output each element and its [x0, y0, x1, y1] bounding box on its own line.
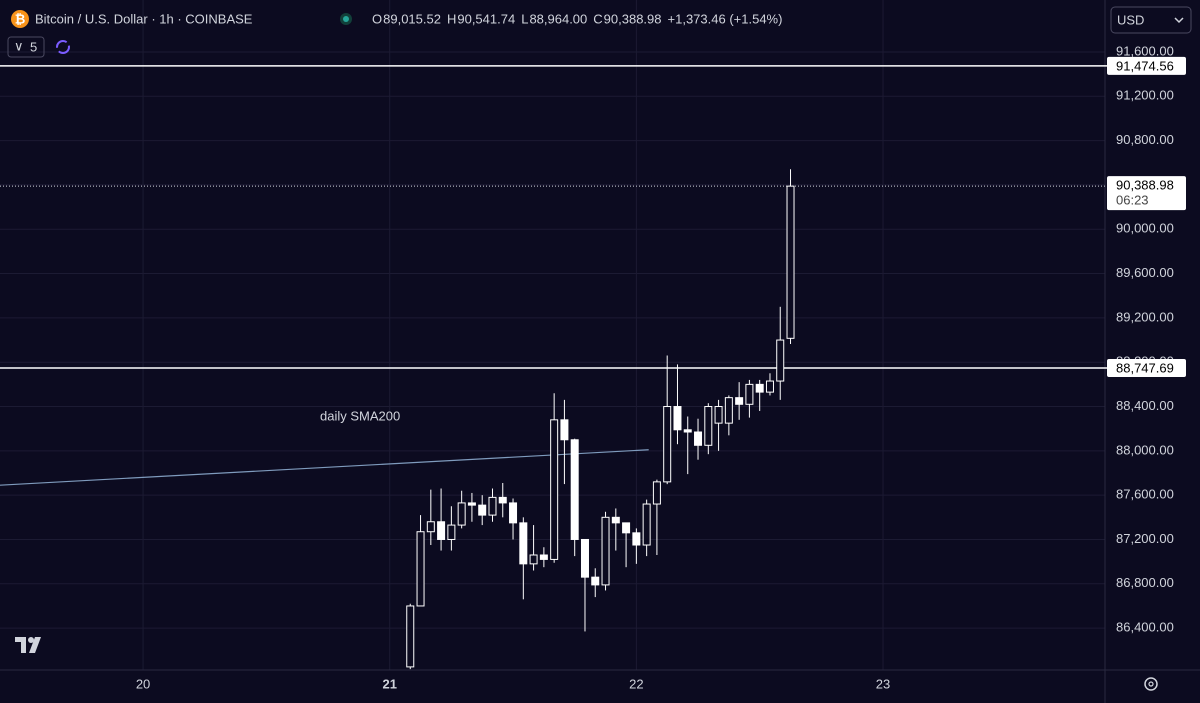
- y-tick-label: 91,600.00: [1116, 43, 1174, 58]
- candle-body: [416, 531, 425, 607]
- currency-select[interactable]: [1110, 6, 1192, 34]
- ohlc-prefix: H: [447, 11, 456, 26]
- price-label-box: [1107, 56, 1186, 75]
- candle-body: [447, 524, 456, 540]
- y-tick-label: 90,000.00: [1116, 221, 1174, 236]
- candle-body: [765, 380, 774, 393]
- candle-body: [591, 576, 600, 586]
- tv-logo-dot: [28, 637, 34, 643]
- settings-button[interactable]: [1144, 677, 1158, 691]
- y-tick-label: 88,000.00: [1116, 442, 1174, 457]
- candle-body: [663, 406, 672, 483]
- candle-body: [776, 339, 785, 382]
- candle-body: [529, 554, 538, 565]
- indicator-chevron: ∨: [14, 38, 24, 53]
- candle-body: [724, 397, 733, 424]
- candle-body: [642, 503, 651, 546]
- candle-body: [714, 406, 723, 424]
- candle-body: [437, 521, 446, 540]
- price-label: 91,474.56: [1116, 58, 1174, 73]
- tv-logo: [15, 637, 41, 653]
- annotation: daily SMA200: [320, 408, 400, 423]
- candle-body: [652, 481, 661, 505]
- candle-body: [488, 496, 497, 516]
- candle-body: [467, 502, 476, 506]
- x-tick-label: 23: [876, 676, 890, 691]
- currency-chevron: [1174, 17, 1184, 24]
- y-tick-label: 87,200.00: [1116, 531, 1174, 546]
- sync-icon: [56, 40, 70, 54]
- candle-body: [550, 419, 559, 560]
- candle-body: [611, 516, 620, 524]
- settings-button-core: [1148, 681, 1154, 687]
- coin-icon-glyph: ₿: [15, 11, 26, 26]
- ohlc-prefix: L: [521, 11, 528, 26]
- candle-body: [632, 532, 641, 546]
- last-price-box: [1107, 176, 1186, 211]
- ohlc-value: 90,541.74: [457, 11, 515, 26]
- candle-body: [519, 522, 528, 565]
- status-dot: [343, 16, 349, 22]
- candle-body: [406, 605, 415, 668]
- y-tick-label: 89,600.00: [1116, 265, 1174, 280]
- price-label-box: [1107, 358, 1186, 377]
- candle-body: [601, 516, 610, 586]
- x-tick-label: 21: [382, 676, 396, 691]
- candle-body: [673, 406, 682, 431]
- candle-body: [755, 383, 764, 393]
- candle-body: [694, 431, 703, 446]
- candle-body: [735, 397, 744, 405]
- candle-body: [683, 429, 692, 433]
- candle-body: [622, 522, 631, 534]
- change-label: +1,373.46 (+1.54%): [668, 11, 783, 26]
- last-price-label: 90,388.98: [1116, 178, 1174, 193]
- candle-body: [745, 383, 754, 405]
- price-label: 88,747.69: [1116, 360, 1174, 375]
- candle-body: [539, 554, 548, 560]
- ohlc-value: 89,015.52: [383, 11, 441, 26]
- currency-label: USD: [1117, 12, 1144, 27]
- y-tick-label: 87,600.00: [1116, 487, 1174, 502]
- ohlc-value: 88,964.00: [529, 11, 587, 26]
- ohlc-prefix: O: [372, 11, 382, 26]
- x-tick-label: 20: [136, 676, 150, 691]
- candle-body: [580, 538, 589, 578]
- y-tick-label: 86,800.00: [1116, 575, 1174, 590]
- candle-body: [704, 406, 713, 446]
- y-tick-label: 86,400.00: [1116, 620, 1174, 635]
- y-tick-label: 89,200.00: [1116, 309, 1174, 324]
- coin-icon: [11, 10, 29, 28]
- y-tick-label: 90,800.00: [1116, 132, 1174, 147]
- candle-body: [457, 502, 466, 526]
- candle-body: [570, 439, 579, 540]
- y-tick-label: 88,400.00: [1116, 398, 1174, 413]
- y-tick-label: 91,200.00: [1116, 88, 1174, 103]
- candle-body: [426, 521, 435, 533]
- candle-body: [478, 504, 487, 516]
- countdown-label: 06:23: [1116, 193, 1149, 208]
- indicator-count: 5: [30, 39, 37, 54]
- candle-body: [786, 185, 795, 339]
- ohlc-prefix: C: [593, 11, 602, 26]
- candle-body: [498, 496, 507, 504]
- candle-body: [509, 502, 518, 524]
- indicator-toggle: [7, 36, 45, 58]
- candle-body: [560, 419, 569, 441]
- sma-line: [0, 449, 649, 486]
- x-tick-label: 22: [629, 676, 643, 691]
- chart-title: Bitcoin / U.S. Dollar · 1h · COINBASE: [35, 11, 253, 26]
- ohlc-value: 90,388.98: [604, 11, 662, 26]
